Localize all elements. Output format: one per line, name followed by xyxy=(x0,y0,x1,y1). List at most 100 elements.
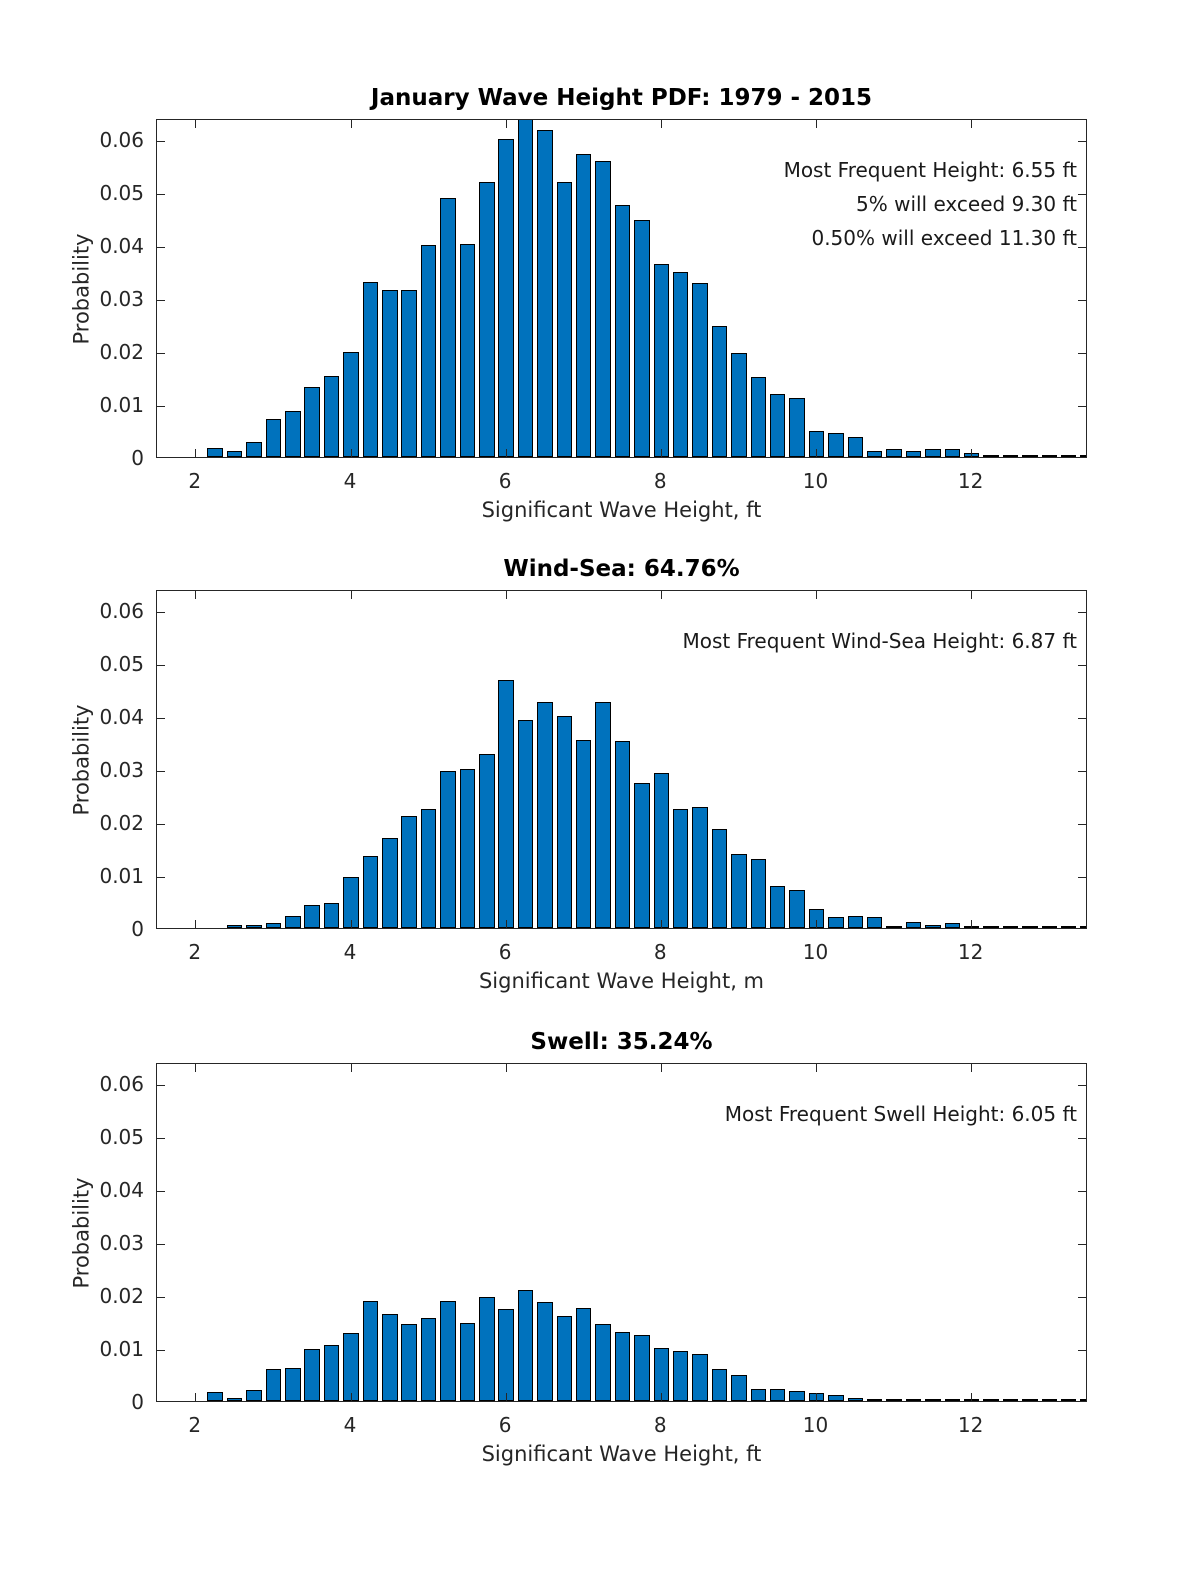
x-axis-label: Significant Wave Height, ft xyxy=(481,498,762,522)
bar xyxy=(1060,1399,1077,1401)
y-tick-mark xyxy=(1078,405,1086,407)
bar xyxy=(828,1395,844,1401)
bar xyxy=(304,1349,320,1401)
y-tick-label: 0.05 xyxy=(99,181,144,206)
y-tick-mark xyxy=(1078,1137,1086,1139)
y-tick-mark xyxy=(157,664,165,666)
y-tick-mark xyxy=(1078,1296,1086,1298)
bar xyxy=(246,442,262,457)
y-tick-mark xyxy=(157,299,165,301)
x-tick-mark xyxy=(195,920,197,928)
x-tick-mark xyxy=(350,1393,352,1401)
annotation-line: 5% will exceed 9.30 ft xyxy=(856,192,1077,216)
bar xyxy=(265,1369,282,1401)
y-tick-mark xyxy=(1078,299,1086,301)
bar xyxy=(575,154,592,457)
x-tick-mark xyxy=(816,920,817,928)
x-tick-label: 6 xyxy=(498,469,512,493)
y-tick-mark xyxy=(157,352,165,354)
bar xyxy=(459,769,476,928)
y-tick-label: 0.03 xyxy=(99,758,144,783)
bar xyxy=(866,917,883,928)
bar xyxy=(886,1399,902,1401)
y-axis-label: Probability xyxy=(69,1177,93,1289)
bar xyxy=(1041,1399,1057,1401)
y-tick-mark xyxy=(1078,140,1086,142)
x-tick-label: 8 xyxy=(653,469,667,493)
annotation-line: 0.50% will exceed 11.30 ft xyxy=(811,226,1077,250)
x-tick-label: 12 xyxy=(957,1413,984,1437)
plot-area xyxy=(156,119,1087,458)
x-tick-mark xyxy=(816,1393,817,1401)
bar xyxy=(944,449,960,457)
y-tick-mark xyxy=(157,1296,165,1298)
y-tick-mark xyxy=(1078,1190,1086,1192)
x-tick-label: 4 xyxy=(343,469,357,493)
y-tick-label: 0.05 xyxy=(99,652,144,677)
bar xyxy=(983,1399,999,1401)
x-tick-label: 6 xyxy=(498,1413,512,1437)
y-tick-mark xyxy=(1078,352,1086,354)
x-tick-label: 2 xyxy=(188,940,202,964)
x-tick-mark xyxy=(350,449,352,457)
bar xyxy=(653,264,669,457)
bar xyxy=(265,419,282,457)
chart-title: Wind-Sea: 64.76% xyxy=(503,556,740,582)
y-tick-mark xyxy=(157,1349,165,1351)
bar xyxy=(653,773,669,928)
y-tick-mark xyxy=(1078,823,1086,825)
x-tick-mark xyxy=(971,120,973,128)
bar xyxy=(362,856,379,928)
bar xyxy=(1060,926,1077,928)
bar xyxy=(847,916,863,928)
bar xyxy=(828,917,844,928)
y-tick-mark xyxy=(157,405,165,407)
bar xyxy=(537,702,553,928)
bar xyxy=(479,1297,495,1401)
y-tick-label: 0 xyxy=(131,446,144,470)
x-tick-mark xyxy=(816,120,817,128)
bar xyxy=(692,283,708,457)
bar xyxy=(886,449,902,457)
bar xyxy=(440,1301,456,1401)
y-tick-label: 0.04 xyxy=(99,1178,144,1203)
bar xyxy=(983,926,999,928)
y-tick-label: 0.04 xyxy=(99,705,144,730)
x-tick-mark xyxy=(660,1064,662,1072)
x-tick-label: 10 xyxy=(802,1413,829,1437)
x-tick-label: 8 xyxy=(653,940,667,964)
bar xyxy=(304,905,320,928)
bar xyxy=(343,1333,359,1401)
x-tick-mark xyxy=(971,1064,973,1072)
bar xyxy=(789,1391,805,1401)
bar xyxy=(226,1398,243,1401)
bar xyxy=(556,1316,573,1401)
x-tick-mark xyxy=(971,1393,973,1401)
x-tick-mark xyxy=(660,591,662,599)
bar xyxy=(556,182,573,457)
y-tick-mark xyxy=(1078,664,1086,666)
x-tick-mark xyxy=(505,1064,507,1072)
bar xyxy=(420,1318,437,1401)
bar xyxy=(614,1332,631,1401)
bar xyxy=(692,807,708,928)
bar xyxy=(498,680,514,928)
x-tick-mark xyxy=(660,920,662,928)
bar xyxy=(769,886,786,928)
bar xyxy=(556,716,573,928)
bar xyxy=(285,1368,301,1401)
bar xyxy=(711,829,728,928)
x-tick-label: 10 xyxy=(802,469,829,493)
bar xyxy=(711,326,728,457)
bar xyxy=(672,272,689,457)
bar xyxy=(226,925,243,928)
bar xyxy=(343,352,359,457)
bar xyxy=(226,451,243,457)
bar xyxy=(285,916,301,928)
bar xyxy=(905,451,922,457)
plot-area xyxy=(156,1063,1087,1402)
bar xyxy=(537,1302,553,1401)
